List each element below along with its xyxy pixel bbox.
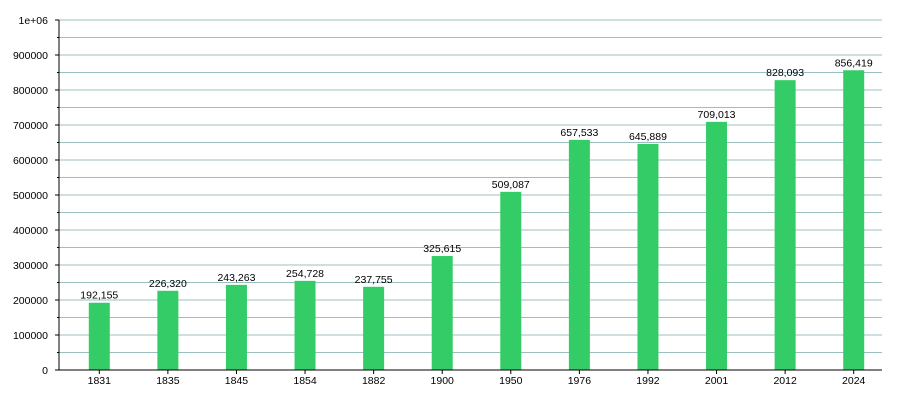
data-label-1882: 237,755: [355, 274, 393, 286]
y-tick-label: 600000: [13, 155, 48, 167]
x-tick-label-1882: 1882: [362, 375, 386, 387]
y-tick-label: 0: [42, 365, 48, 377]
x-tick-label-1992: 1992: [636, 375, 660, 387]
bar-1831: [88, 302, 110, 370]
data-label-1992: 645,889: [629, 131, 667, 143]
y-tick-label: 900000: [13, 50, 48, 62]
y-tick-label: 200000: [13, 295, 48, 307]
y-tick-label: 800000: [13, 85, 48, 97]
x-tick-label-2012: 2012: [773, 375, 797, 387]
bar-2001: [706, 121, 728, 370]
y-tick-label: 400000: [13, 225, 48, 237]
data-label-1950: 509,087: [492, 179, 530, 191]
data-label-2001: 709,013: [698, 109, 736, 121]
x-tick-label-1950: 1950: [499, 375, 523, 387]
data-label-1845: 243,263: [217, 272, 255, 284]
labels: 192,155 226,320 243,263 254,728 237,755 325,6…: [13, 15, 873, 387]
bar-2024: [843, 70, 865, 370]
data-label-1976: 657,533: [560, 127, 598, 139]
y-tick-label: 100000: [13, 330, 48, 342]
x-tick-label-2001: 2001: [705, 375, 729, 387]
data-label-2012: 828,093: [766, 67, 804, 79]
bar-1835: [157, 290, 179, 370]
x-tick-label-1900: 1900: [431, 375, 455, 387]
x-tick-label-1831: 1831: [88, 375, 112, 387]
bar-1854: [294, 280, 316, 370]
bar-1976: [568, 139, 590, 370]
bar-1882: [363, 286, 385, 370]
data-label-1831: 192,155: [80, 290, 118, 302]
data-label-1900: 325,615: [423, 243, 461, 255]
bar-1950: [500, 191, 522, 370]
bar-1992: [637, 143, 659, 370]
grid-lines: [59, 19, 882, 353]
axes: [55, 19, 882, 374]
y-tick-label: 300000: [13, 260, 48, 272]
bars: [88, 70, 865, 370]
bar-1845: [225, 284, 247, 370]
x-tick-label-2024: 2024: [842, 375, 866, 387]
x-tick-label-1845: 1845: [225, 375, 249, 387]
bar-2012: [774, 80, 796, 370]
y-tick-label: 700000: [13, 120, 48, 132]
x-tick-label-1854: 1854: [293, 375, 317, 387]
data-label-1854: 254,728: [286, 268, 324, 280]
x-tick-label-1976: 1976: [568, 375, 592, 387]
x-tick-label-1835: 1835: [156, 375, 180, 387]
data-label-2024: 856,419: [835, 57, 873, 69]
data-label-1835: 226,320: [149, 278, 187, 290]
y-tick-label: 500000: [13, 190, 48, 202]
y-tick-label: 1e+06: [19, 15, 49, 27]
bar-1900: [431, 256, 453, 370]
